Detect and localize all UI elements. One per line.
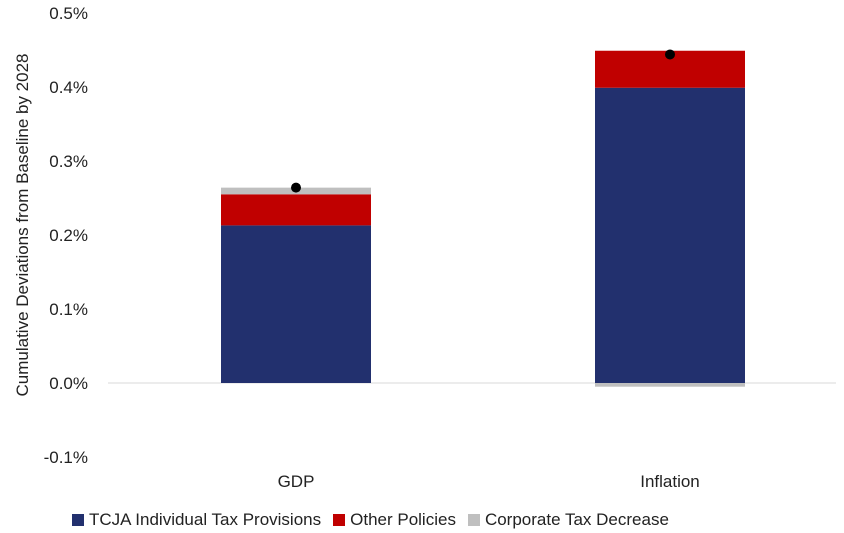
y-axis-ticks: -0.1% 0.0% 0.1% 0.2% 0.3% 0.4% 0.5% <box>44 4 88 467</box>
bars <box>221 50 745 387</box>
y-tick-label: 0.0% <box>49 374 88 393</box>
legend-item: Corporate Tax Decrease <box>467 510 669 530</box>
legend-label: Other Policies <box>350 510 456 529</box>
bar-segment <box>221 225 371 383</box>
legend-swatch <box>72 514 84 526</box>
y-tick-label: 0.2% <box>49 226 88 245</box>
legend-label: Corporate Tax Decrease <box>484 510 669 529</box>
legend: TCJA Individual Tax Provisions Other Poli… <box>72 508 681 532</box>
legend-item: TCJA Individual Tax Provisions <box>72 510 321 530</box>
x-category-label: GDP <box>278 472 315 491</box>
y-axis-title: Cumulative Deviations from Baseline by 2… <box>13 53 32 396</box>
total-markers <box>291 49 675 193</box>
y-tick-label: 0.1% <box>49 300 88 319</box>
legend-item: Other Policies <box>333 510 456 530</box>
y-tick-label: -0.1% <box>44 448 88 467</box>
x-category-label: Inflation <box>640 472 700 491</box>
y-tick-label: 0.5% <box>49 4 88 23</box>
y-tick-label: 0.3% <box>49 152 88 171</box>
y-tick-label: 0.4% <box>49 78 88 97</box>
x-axis-categories: GDP Inflation <box>278 472 700 491</box>
legend-label: TCJA Individual Tax Provisions <box>89 510 322 529</box>
bar-segment <box>595 87 745 384</box>
bar-segment <box>221 194 371 226</box>
bar-segment <box>595 383 745 387</box>
total-marker <box>665 49 675 60</box>
total-marker <box>291 182 301 193</box>
legend-swatch <box>467 514 480 526</box>
legend-swatch <box>333 514 346 526</box>
